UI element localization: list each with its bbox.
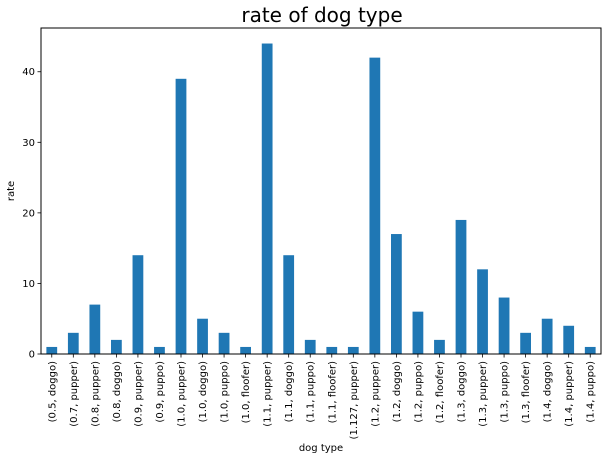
chart-title: rate of dog type [241,3,402,27]
x-tick-label-5: (0.9, puppo) [155,361,166,423]
bar-7 [197,318,208,354]
x-tick-label-22: (1.3, floofer) [521,361,532,423]
bar-24 [563,325,575,354]
bar-9 [240,346,251,354]
x-tick-label-0: (0.5, doggo) [47,361,58,422]
bar-10 [261,43,273,355]
x-tick-label-9: (1.0, floofer) [241,361,252,423]
x-tick-label-14: (1.127, pupper) [349,361,360,440]
x-tick-label-3: (0.8, doggo) [112,361,123,422]
bar-14 [347,346,359,354]
x-tick-label-16: (1.2, doggo) [392,361,403,422]
x-tick-label-24: (1.4, pupper) [564,361,575,427]
x-tick-label-18: (1.2, floofer) [435,361,446,423]
x-tick-label-15: (1.2, pupper) [370,361,381,427]
x-tick-label-8: (1.0, puppo) [220,361,231,423]
x-tick-label-10: (1.1, pupper) [263,361,274,427]
x-tick-label-20: (1.3, pupper) [478,361,489,427]
bar-1 [67,332,79,354]
x-tick-label-12: (1.1, puppo) [306,361,317,423]
y-tick-label-1: 10 [22,279,35,290]
bar-8 [218,332,230,354]
y-axis-label: rate [6,181,17,201]
x-tick-label-1: (0.7, pupper) [69,361,80,427]
x-tick-label-13: (1.1, floofer) [327,361,338,423]
plot-frame [40,27,602,355]
bar-3 [111,339,122,354]
bar-4 [132,255,144,354]
bar-21 [498,297,510,354]
x-tick-label-23: (1.4, doggo) [543,361,554,422]
bar-12 [304,339,316,354]
y-axis: 0 10 20 30 40 [22,67,41,361]
bar-2 [89,304,101,354]
bar-19 [455,219,467,354]
y-tick-label-2: 20 [22,208,35,219]
bar-13 [326,346,338,354]
y-tick-label-0: 0 [29,350,35,361]
x-tick-label-19: (1.3, doggo) [457,361,468,422]
bar-25 [584,346,596,354]
bar-11 [283,255,295,354]
bar-23 [541,318,553,354]
bar-15 [369,57,381,355]
x-tick-label-25: (1.4, puppo) [586,361,597,423]
x-tick-label-6: (1.0, pupper) [177,361,188,427]
bar-5 [154,346,165,354]
x-tick-label-17: (1.2, puppo) [413,361,424,423]
bar-18 [434,339,445,354]
x-tick-label-2: (0.8, pupper) [90,361,101,427]
x-tick-label-21: (1.3, puppo) [500,361,511,423]
bar-16 [391,234,402,354]
x-axis: (0.5, doggo) (0.7, pupper) (0.8, pupper) (0… [47,354,597,440]
x-tick-label-11: (1.1, doggo) [284,361,295,422]
x-tick-label-4: (0.9, pupper) [133,361,144,427]
bar-6 [175,78,187,355]
bar-17 [412,311,424,354]
y-tick-label-3: 30 [22,138,35,149]
x-axis-label: dog type [299,443,343,454]
bar-20 [477,269,488,354]
bar-22 [520,332,531,354]
x-tick-label-7: (1.0, doggo) [198,361,209,422]
bar-0 [46,346,58,354]
bars-group [46,43,596,355]
y-tick-label-4: 40 [22,67,35,78]
